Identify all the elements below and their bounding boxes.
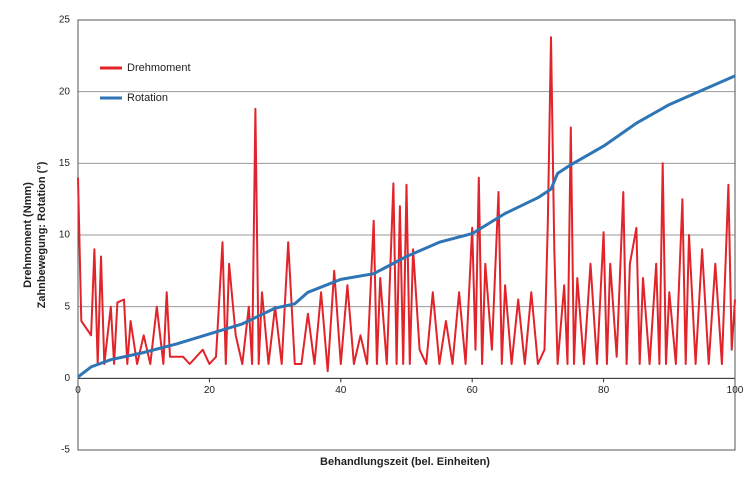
y-tick-label: 15 [59, 158, 71, 169]
series-line [77, 36, 736, 373]
x-tick-label: 40 [335, 385, 347, 396]
x-axis-label: Behandlungszeit (bel. Einheiten) [320, 456, 490, 468]
y-tick-label: 25 [59, 15, 71, 26]
y-tick-label: 0 [64, 373, 70, 384]
legend-label: Drehmoment [127, 62, 191, 74]
y-axis-label: Drehmoment (Nmm) [22, 182, 34, 288]
y-tick-label: 5 [64, 301, 70, 312]
x-tick-label: 80 [598, 385, 610, 396]
y-tick-label: 10 [59, 230, 71, 241]
x-tick-label: 20 [204, 385, 216, 396]
y-tick-label: 20 [59, 86, 71, 97]
y-tick-label: -5 [61, 445, 70, 456]
x-tick-label: 60 [467, 385, 479, 396]
plot-frame [77, 19, 736, 451]
y-axis-label: Zahnbewegung: Rotation (°) [36, 161, 48, 308]
legend-label: Rotation [127, 92, 168, 104]
series-line [77, 74, 736, 379]
